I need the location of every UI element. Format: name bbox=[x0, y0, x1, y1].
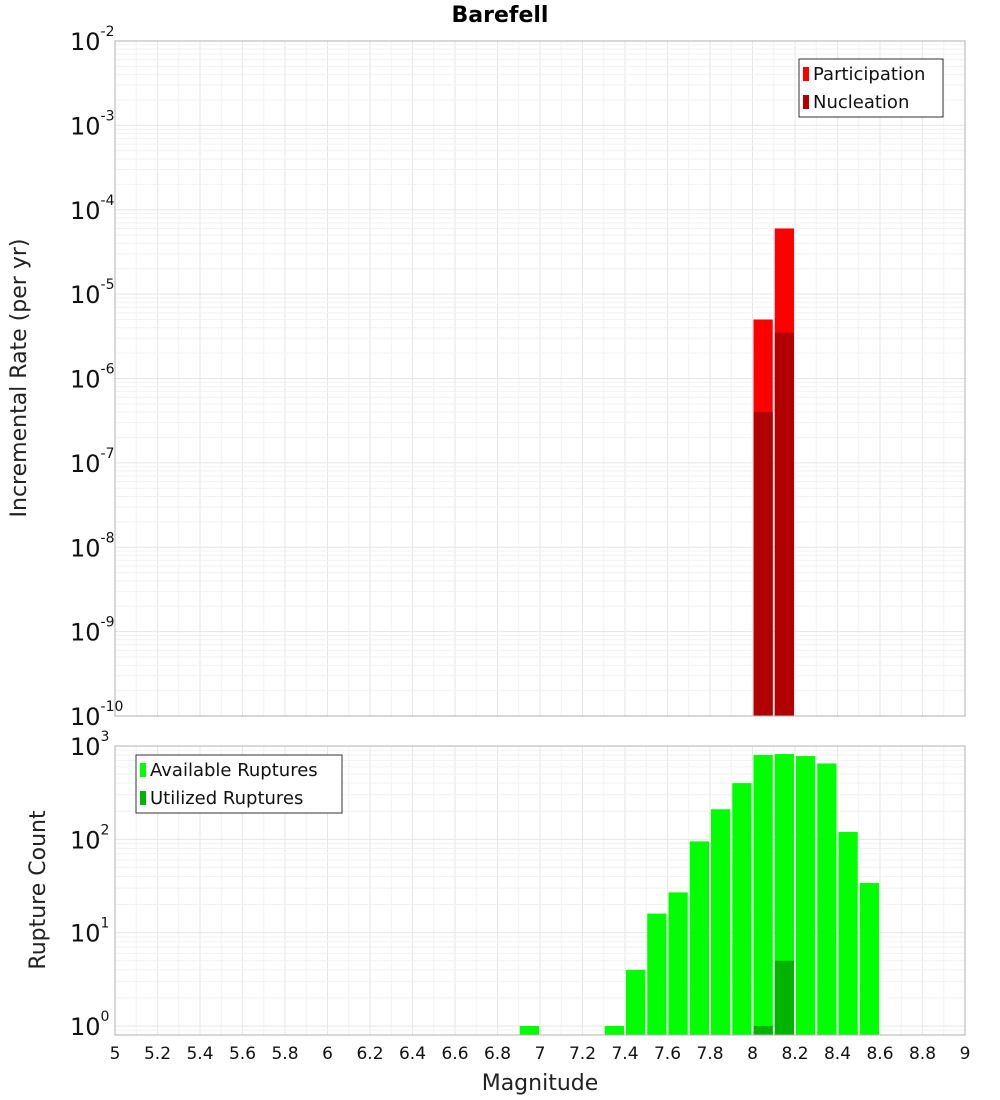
top-y-tick-label: 10-6 bbox=[70, 362, 115, 394]
bottom-y-tick-label: 103 bbox=[70, 729, 109, 761]
top-y-tick-label: 10-4 bbox=[70, 193, 115, 225]
x-tick-label: 8.2 bbox=[781, 1044, 808, 1064]
top-plot-panel: 10-2 10-3 10-4 10-5 10-6 10-7 10-8 10-9 10-10 In… bbox=[7, 24, 966, 731]
bottom-y-tick-label: 100 bbox=[70, 1009, 109, 1041]
bottom-bar-available-ruptures bbox=[668, 892, 688, 1035]
top-y-tick-label: 10-9 bbox=[70, 615, 115, 647]
x-tick-label: 6.8 bbox=[484, 1044, 511, 1064]
bottom-bar-utilized-ruptures bbox=[774, 960, 794, 1035]
bottom-bar-available-ruptures bbox=[838, 831, 858, 1035]
x-tick-label: 7.6 bbox=[654, 1044, 681, 1064]
x-tick-label: 5.2 bbox=[144, 1044, 171, 1064]
top-legend-box bbox=[798, 58, 944, 118]
x-tick-label: 8.4 bbox=[824, 1044, 851, 1064]
x-tick-label: 6.4 bbox=[399, 1044, 426, 1064]
top-y-tick-label: 10-5 bbox=[70, 277, 115, 309]
bottom-bar-available-ruptures bbox=[732, 783, 752, 1035]
bottom-plot-panel: 103 102 101 100 5 5.2 5.4 5.6 5.8 6 6.2 6.4 6.6 6.8 7… bbox=[26, 729, 970, 1096]
x-tick-label: 9 bbox=[960, 1044, 971, 1064]
top-y-tick-label: 10-8 bbox=[70, 530, 115, 562]
bottom-bar-available-ruptures bbox=[689, 841, 709, 1035]
x-tick-label: 5.8 bbox=[271, 1044, 298, 1064]
x-tick-label: 7.8 bbox=[696, 1044, 723, 1064]
bottom-y-ticks: 103 102 101 100 bbox=[70, 729, 109, 1041]
x-tick-label: 7.2 bbox=[569, 1044, 596, 1064]
bottom-y-tick-label: 101 bbox=[70, 916, 109, 948]
x-tick-label: 6 bbox=[322, 1044, 333, 1064]
top-bar-nucleation bbox=[753, 412, 773, 716]
bottom-plot-frame bbox=[114, 745, 966, 1036]
bottom-bar-available-ruptures bbox=[817, 763, 837, 1035]
top-y-tick-label: 10-3 bbox=[70, 108, 115, 140]
top-y-ticks: 10-2 10-3 10-4 10-5 10-6 10-7 10-8 10-9 10-10 bbox=[70, 24, 123, 731]
bottom-bar-available-ruptures bbox=[796, 756, 816, 1035]
x-tick-label: 8 bbox=[747, 1044, 758, 1064]
top-legend: Participation Nucleation bbox=[798, 58, 944, 118]
bottom-bar-available-ruptures bbox=[711, 809, 731, 1035]
top-bar-nucleation bbox=[774, 332, 794, 716]
legend-label-utilized: Utilized Ruptures bbox=[150, 788, 303, 809]
top-y-axis-label: Incremental Rate (per yr) bbox=[7, 239, 32, 518]
bottom-y-axis-label: Rupture Count bbox=[26, 810, 51, 970]
x-tick-label: 7.4 bbox=[611, 1044, 638, 1064]
x-tick-label: 7 bbox=[535, 1044, 546, 1064]
bottom-bar-available-ruptures bbox=[647, 913, 667, 1035]
x-tick-label: 5 bbox=[110, 1044, 121, 1064]
bottom-legend: Available Ruptures Utilized Ruptures bbox=[135, 754, 343, 814]
top-grid bbox=[115, 40, 965, 717]
x-tick-label: 6.6 bbox=[441, 1044, 468, 1064]
bottom-bar-available-ruptures bbox=[626, 969, 646, 1035]
bottom-bar-available-ruptures bbox=[859, 883, 879, 1035]
bottom-y-tick-label: 102 bbox=[70, 822, 109, 854]
legend-swatch-available bbox=[140, 763, 146, 777]
top-y-tick-label: 10-2 bbox=[70, 24, 115, 56]
x-ticks: 5 5.2 5.4 5.6 5.8 6 6.2 6.4 6.6 6.8 7 7.2 7.4 7.6 7.8 8… bbox=[110, 1044, 971, 1064]
bottom-bar-available-ruptures bbox=[753, 755, 773, 1035]
top-y-tick-label: 10-10 bbox=[70, 699, 123, 731]
legend-swatch-nucleation bbox=[803, 95, 809, 109]
x-tick-label: 8.8 bbox=[909, 1044, 936, 1064]
bottom-bars bbox=[519, 754, 879, 1035]
x-tick-label: 5.6 bbox=[229, 1044, 256, 1064]
bottom-bar-available-ruptures bbox=[604, 1025, 624, 1035]
bottom-bar-available-ruptures bbox=[519, 1025, 539, 1035]
x-axis-label: Magnitude bbox=[482, 1071, 599, 1096]
bottom-bar-utilized-ruptures bbox=[753, 1025, 773, 1035]
legend-label-nucleation: Nucleation bbox=[813, 92, 909, 113]
x-tick-label: 6.2 bbox=[356, 1044, 383, 1064]
top-y-tick-label: 10-7 bbox=[70, 446, 115, 478]
bottom-legend-box bbox=[135, 754, 343, 814]
top-plot-frame bbox=[114, 40, 966, 717]
legend-swatch-utilized bbox=[140, 791, 146, 805]
x-tick-label: 8.6 bbox=[866, 1044, 893, 1064]
legend-label-available: Available Ruptures bbox=[150, 760, 318, 781]
legend-label-participation: Participation bbox=[813, 64, 925, 85]
chart-title: Barefell bbox=[452, 3, 549, 28]
top-bars bbox=[753, 228, 794, 716]
legend-swatch-participation bbox=[803, 67, 809, 81]
x-tick-label: 5.4 bbox=[186, 1044, 213, 1064]
